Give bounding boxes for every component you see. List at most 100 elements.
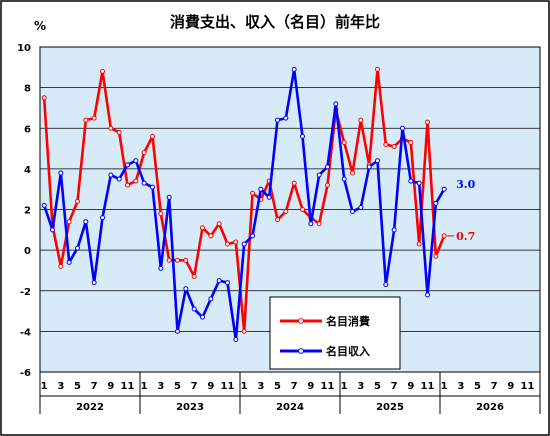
- data-point: [133, 158, 139, 164]
- x-tick-label: 9: [507, 381, 514, 392]
- end-value-label: 0.7: [456, 230, 475, 243]
- grid-lines: [40, 87, 540, 332]
- data-point: [50, 227, 55, 233]
- end-value-label: 3.0: [456, 178, 475, 191]
- data-point: [125, 182, 130, 188]
- year-label: 2025: [376, 402, 404, 413]
- y-axis-unit-label: %: [34, 19, 46, 33]
- y-tick-label: 4: [24, 165, 31, 176]
- data-point: [150, 133, 155, 139]
- data-point: [83, 117, 89, 123]
- x-tick-label: 7: [91, 381, 98, 392]
- data-point: [275, 217, 280, 223]
- data-point: [216, 221, 222, 227]
- data-point: [100, 68, 105, 74]
- data-point: [175, 328, 180, 334]
- x-tick-label: 3: [257, 381, 264, 392]
- y-tick-label: 2: [24, 206, 31, 217]
- data-point: [258, 186, 264, 192]
- data-point: [366, 164, 372, 170]
- data-point: [66, 219, 72, 225]
- data-point: [166, 257, 172, 263]
- data-point: [166, 194, 172, 200]
- data-point: [425, 292, 430, 298]
- data-point: [41, 202, 47, 208]
- year-label: 2023: [176, 402, 204, 413]
- data-point: [408, 139, 414, 145]
- data-point: [58, 170, 64, 176]
- data-point: [66, 259, 72, 265]
- data-point: [441, 186, 447, 192]
- data-point: [325, 182, 330, 188]
- data-point: [125, 162, 130, 168]
- data-point: [141, 150, 147, 156]
- data-point: [116, 176, 122, 182]
- x-tick-label: 9: [307, 381, 314, 392]
- x-tick-label: 11: [321, 381, 335, 392]
- data-point: [208, 296, 214, 302]
- data-point: [233, 239, 239, 245]
- x-tick-label: 7: [491, 381, 498, 392]
- series-lines: [41, 66, 447, 342]
- data-point: [208, 233, 214, 239]
- y-tick-label: 0: [24, 246, 31, 257]
- chart-title: 消費支出、収入（名目）前年比: [170, 13, 380, 31]
- data-point: [333, 101, 339, 107]
- x-tick-label: 11: [121, 381, 135, 392]
- data-point: [291, 180, 297, 186]
- y-tick-label: 8: [24, 84, 31, 95]
- x-tick-label: 5: [274, 381, 281, 392]
- data-point: [283, 209, 289, 215]
- data-point: [341, 139, 347, 145]
- data-point: [91, 280, 97, 286]
- legend-entry: 名目収入: [326, 344, 370, 358]
- x-tick-label: 9: [107, 381, 114, 392]
- data-point: [291, 66, 297, 72]
- legend-box: [269, 296, 401, 370]
- data-point: [83, 219, 89, 225]
- data-point: [300, 133, 305, 139]
- data-point: [225, 241, 230, 247]
- x-tick-label: 3: [157, 381, 164, 392]
- data-point: [383, 282, 389, 288]
- data-point: [183, 286, 189, 292]
- data-point: [108, 125, 114, 131]
- legend-entry: 名目消費: [326, 314, 370, 328]
- x-tick-label: 7: [391, 381, 398, 392]
- data-point: [400, 125, 405, 131]
- data-point: [433, 253, 439, 259]
- data-point: [391, 227, 397, 233]
- data-point: [200, 314, 205, 320]
- data-point: [358, 117, 364, 123]
- x-tick-label: 1: [241, 381, 248, 392]
- data-point: [433, 200, 439, 206]
- data-point: [341, 176, 347, 182]
- x-tick-label: 5: [74, 381, 81, 392]
- data-point: [325, 164, 330, 170]
- year-label: 2022: [76, 402, 104, 413]
- x-tick-label: 5: [474, 381, 481, 392]
- data-point: [75, 198, 80, 204]
- data-point: [141, 180, 147, 186]
- data-point: [308, 221, 314, 227]
- data-point: [266, 194, 272, 200]
- x-tick-label: 11: [521, 381, 535, 392]
- x-tick-label: 1: [441, 381, 448, 392]
- data-point: [41, 95, 47, 101]
- data-point: [375, 158, 380, 164]
- data-point: [241, 241, 247, 247]
- data-point: [283, 115, 289, 121]
- data-point: [75, 245, 80, 251]
- year-label: 2026: [476, 402, 504, 413]
- x-tick-label: 3: [357, 381, 364, 392]
- data-point: [416, 241, 422, 247]
- data-point: [158, 211, 164, 217]
- data-point: [375, 66, 380, 72]
- data-point: [108, 172, 114, 178]
- data-point: [275, 117, 280, 123]
- x-tick-label: 7: [291, 381, 298, 392]
- year-label: 2024: [276, 402, 304, 413]
- legend-swatch-marker: [298, 318, 304, 324]
